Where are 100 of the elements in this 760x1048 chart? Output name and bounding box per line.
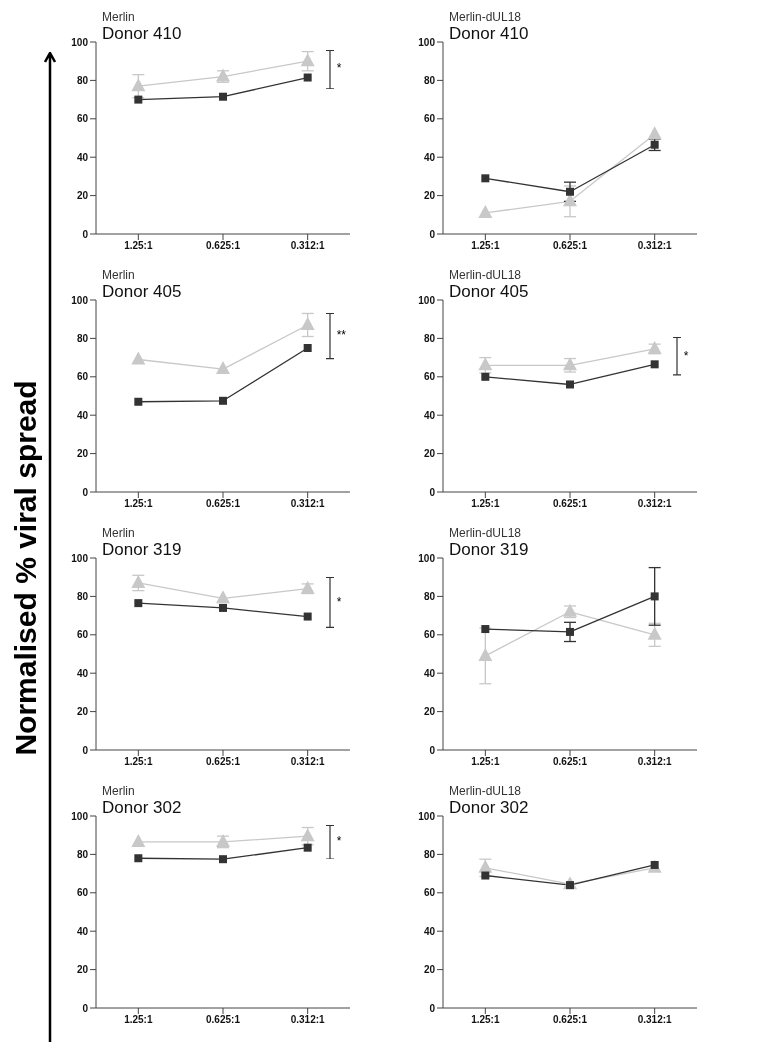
point [478,204,493,218]
y-tick-label: 40 [76,667,89,679]
point [134,397,143,406]
point [481,174,490,183]
y-tick-label: 100 [71,294,89,306]
y-tick-label: 60 [76,113,89,125]
y-tick-label: 0 [429,1002,436,1014]
point [650,592,659,601]
y-tick-label: 20 [76,448,89,460]
annotation: * [683,348,689,363]
y-tick-label: 0 [82,228,89,240]
x-tick-label: 1.25:1 [124,1014,153,1026]
point [563,193,577,207]
point [478,859,493,873]
x-tick-label: 0.625:1 [206,1014,241,1026]
y-tick-label: 0 [82,1002,89,1014]
point [647,626,662,640]
x-tick-label: 0.312:1 [290,498,326,510]
y-tick-label: 60 [76,629,89,641]
y-tick-label: 100 [418,552,436,564]
chart-title: Merlin-dUL18 [449,268,522,282]
y-tick-label: 20 [423,448,436,460]
x-tick-label: 1.25:1 [471,756,500,768]
y-axis-title: Normalised % viral spread [9,380,43,756]
point [481,871,490,880]
chart-subtitle: Donor 319 [449,540,529,560]
y-tick-label: 60 [423,887,436,899]
y-tick-label: 0 [429,228,436,240]
x-tick-label: 1.25:1 [471,240,500,252]
point [219,92,227,101]
point [300,53,315,67]
y-tick-label: 20 [76,190,89,202]
x-tick-label: 0.625:1 [553,240,588,252]
y-tick-label: 40 [423,925,436,937]
x-tick-label: 0.312:1 [290,1014,326,1026]
y-tick-label: 20 [423,964,436,976]
point [303,344,312,352]
x-tick-label: 0.625:1 [553,498,588,510]
y-tick-label: 40 [76,925,89,937]
y-tick-label: 100 [71,552,89,564]
x-tick-label: 1.25:1 [471,1014,500,1026]
x-tick-label: 0.625:1 [553,1014,588,1026]
x-tick-label: 0.312:1 [290,240,326,252]
y-tick-label: 80 [76,848,89,860]
y-tick-label: 40 [423,151,436,163]
x-tick-label: 0.312:1 [290,756,326,768]
chart-title: Merlin [102,526,135,540]
chart-title: Merlin-dUL18 [449,526,522,540]
point [647,126,662,140]
y-tick-label: 60 [423,629,436,641]
point [481,625,490,634]
chart-subtitle: Donor 405 [449,282,529,302]
annotation: * [336,61,342,76]
y-tick-label: 100 [418,36,436,48]
point [131,351,146,365]
y-tick-label: 60 [423,113,436,125]
point [131,78,146,92]
y-tick-label: 0 [82,744,89,756]
y-tick-label: 0 [429,744,436,756]
chart-subtitle: Donor 302 [449,798,529,818]
chart-subtitle: Donor 405 [102,282,182,302]
point [566,627,574,636]
x-tick-label: 0.312:1 [637,1014,673,1026]
y-tick-label: 80 [76,590,89,602]
x-tick-label: 0.625:1 [553,756,588,768]
y-tick-label: 100 [418,294,436,306]
point [216,361,230,375]
x-tick-label: 0.625:1 [206,756,241,768]
point [303,73,312,82]
chart-title: Merlin [102,10,135,24]
x-tick-label: 0.625:1 [206,240,241,252]
x-tick-label: 0.312:1 [637,498,673,510]
y-tick-label: 80 [76,332,89,344]
y-tick-label: 80 [423,74,436,86]
x-tick-label: 1.25:1 [124,498,153,510]
y-tick-label: 80 [423,848,436,860]
point [300,316,315,330]
chart-title: Merlin-dUL18 [449,784,522,798]
chart-title: Merlin [102,268,135,282]
x-tick-label: 1.25:1 [124,756,153,768]
y-tick-label: 20 [423,706,436,718]
x-tick-label: 1.25:1 [471,498,500,510]
x-tick-label: 0.625:1 [206,498,241,510]
y-tick-label: 100 [71,810,89,822]
y-tick-label: 0 [429,486,436,498]
y-tick-label: 60 [76,371,89,383]
y-tick-label: 20 [423,190,436,202]
y-tick-label: 100 [71,36,89,48]
point [219,396,227,405]
annotation: * [336,833,342,848]
y-tick-label: 80 [423,590,436,602]
y-tick-label: 40 [76,409,89,421]
x-tick-label: 0.312:1 [637,240,673,252]
annotation: * [336,594,342,609]
point [478,647,493,661]
y-tick-label: 20 [76,964,89,976]
y-tick-label: 80 [423,332,436,344]
y-tick-label: 20 [76,706,89,718]
point [566,187,574,196]
chart-subtitle: Donor 410 [449,24,529,44]
